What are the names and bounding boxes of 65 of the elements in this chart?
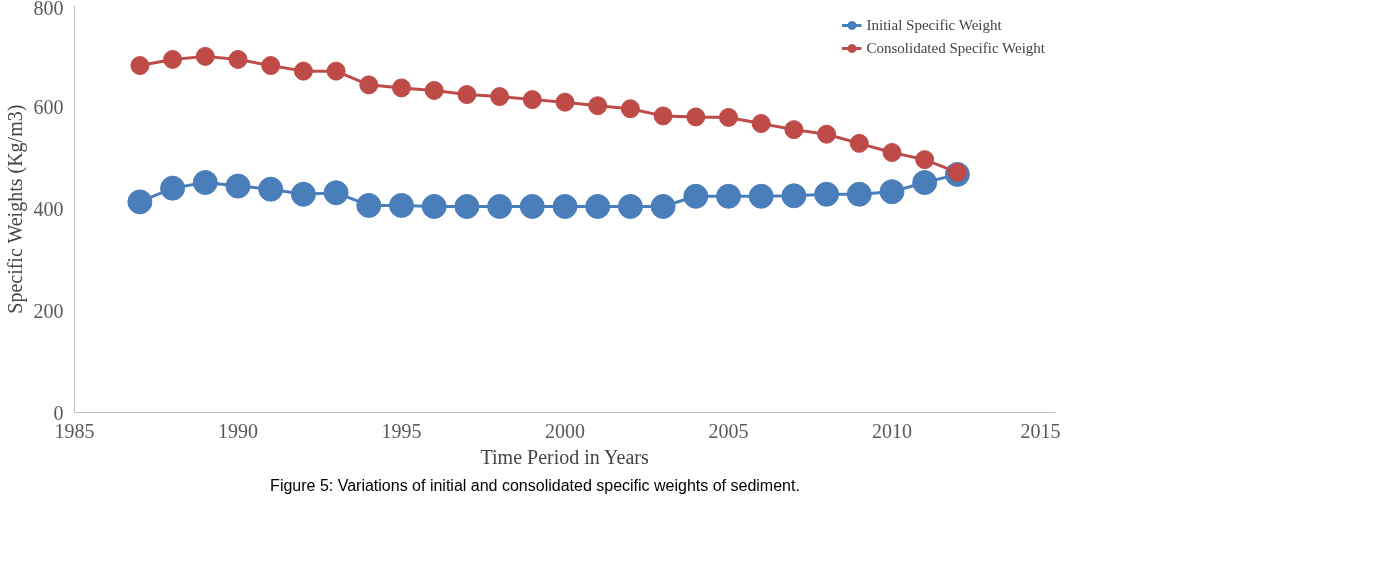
point (555, 92, 575, 112)
point (290, 181, 316, 207)
point (617, 193, 643, 219)
point (653, 106, 673, 126)
point (814, 181, 840, 207)
point (585, 193, 611, 219)
point (719, 107, 738, 127)
point (781, 183, 807, 209)
point (915, 150, 935, 170)
point (359, 75, 379, 95)
legend-label: Consolidated Specific Weight (866, 39, 1045, 57)
point (457, 85, 477, 105)
point (421, 193, 447, 219)
point (192, 170, 218, 196)
point (487, 193, 513, 219)
point (326, 61, 346, 81)
x-tick-label: 2000 (545, 419, 585, 442)
point (323, 180, 349, 206)
point (683, 183, 709, 209)
point (258, 176, 284, 202)
y-tick-label: 400 (33, 198, 64, 220)
point (225, 173, 251, 199)
point (879, 179, 905, 205)
point (163, 49, 183, 69)
point (519, 193, 545, 219)
point (912, 170, 938, 196)
point (228, 49, 248, 69)
point (356, 192, 382, 218)
point (130, 56, 150, 76)
point (127, 189, 153, 215)
point (846, 181, 872, 207)
point (392, 78, 411, 98)
point (552, 193, 578, 219)
point (748, 183, 774, 209)
point (817, 124, 837, 144)
point (882, 143, 902, 163)
point (261, 56, 281, 76)
point (650, 193, 676, 219)
point (389, 192, 414, 218)
point (424, 80, 444, 100)
legend-label: Initial Specific Weight (866, 16, 1002, 34)
x-axis-title: Time Period in Years (480, 445, 649, 468)
point (522, 90, 542, 110)
point (454, 193, 480, 219)
x-tick-label: 1990 (218, 419, 258, 442)
x-tick-label: 2005 (708, 419, 749, 442)
point (849, 133, 869, 153)
y-tick-label: 600 (33, 96, 64, 119)
point (588, 96, 608, 116)
y-tick-label: 800 (33, 0, 64, 19)
point (751, 114, 771, 134)
point (620, 99, 640, 119)
y-axis-title: Specific Weights (Kg/m3) (3, 104, 27, 314)
point (686, 107, 706, 127)
point (490, 87, 510, 107)
point (716, 183, 741, 209)
point (784, 120, 804, 140)
point (160, 175, 186, 201)
point (293, 61, 313, 81)
x-tick-label: 1995 (381, 419, 422, 442)
point (195, 46, 215, 66)
x-tick-label: 2010 (872, 419, 912, 442)
caption: Figure 5: Variations of initial and consolidated specific weights of sediment. (270, 476, 800, 496)
x-tick-label: 2015 (1020, 419, 1061, 442)
y-tick-label: 200 (33, 299, 64, 322)
